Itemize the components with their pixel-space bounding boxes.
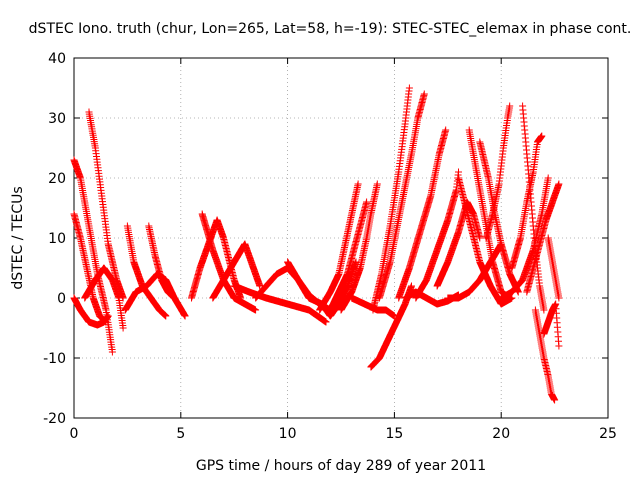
arc-markers: [337, 180, 381, 314]
y-tick-label: 10: [48, 231, 66, 247]
arc-markers: [70, 156, 116, 356]
arc-markers: [326, 198, 371, 314]
grid-lines: [74, 58, 608, 418]
x-tick-label: 0: [70, 426, 79, 442]
data-arc: [337, 180, 381, 314]
data-arc: [209, 240, 264, 302]
y-tick-label: 20: [48, 171, 66, 187]
arc-markers: [316, 180, 362, 314]
data-arc: [85, 108, 127, 302]
data-arc: [412, 168, 462, 302]
arc-markers: [531, 306, 559, 404]
x-tick-label: 5: [176, 426, 185, 442]
arc-markers: [455, 174, 516, 308]
data-points: [70, 84, 563, 404]
arc-markers: [305, 258, 360, 320]
arc-markers: [81, 264, 127, 332]
data-arc: [305, 258, 360, 320]
arc-markers: [412, 168, 462, 302]
arc-markers: [369, 84, 413, 314]
x-tick-label: 25: [599, 426, 617, 442]
data-arc: [395, 126, 450, 302]
x-axis-title: GPS time / hours of day 289 of year 2011: [196, 458, 486, 474]
data-arc: [70, 294, 112, 329]
arc-markers: [508, 132, 546, 272]
arc-markers: [70, 294, 112, 329]
arc-markers: [540, 300, 563, 350]
data-arc: [544, 234, 563, 302]
data-arc: [497, 174, 552, 302]
arc-markers: [482, 102, 514, 242]
data-arc: [121, 270, 178, 314]
data-arc: [508, 132, 546, 272]
arc-markers: [121, 270, 178, 314]
y-tick-label: 40: [48, 51, 66, 67]
data-arc: [81, 264, 127, 332]
data-arc: [540, 300, 563, 350]
data-arc: [230, 282, 330, 326]
data-arc: [482, 102, 514, 242]
axis-ticks: 0 5 10 15 20 25 -20 -10 0 10 20 30 40: [43, 51, 617, 442]
data-arc: [316, 180, 362, 314]
data-arc: [145, 222, 189, 320]
arc-markers: [209, 240, 264, 302]
y-tick-label: 30: [48, 111, 66, 127]
arc-markers: [523, 180, 563, 296]
chart-title: dSTEC Iono. truth (chur, Lon=265, Lat=58…: [29, 21, 632, 37]
arc-markers: [375, 90, 428, 302]
data-arc: [369, 84, 413, 314]
x-tick-label: 15: [385, 426, 403, 442]
y-axis-title: dSTEC / TECUs: [10, 186, 26, 289]
arc-markers: [497, 174, 552, 302]
arc-markers: [544, 234, 563, 302]
data-arc: [375, 90, 428, 302]
y-tick-label: -10: [43, 351, 66, 367]
arc-markers: [145, 222, 189, 320]
x-tick-label: 20: [492, 426, 510, 442]
data-arc: [455, 174, 516, 308]
arc-markers: [85, 108, 127, 302]
arc-markers: [198, 210, 260, 314]
data-arc: [326, 198, 371, 314]
arc-markers: [230, 282, 330, 326]
data-arc: [523, 180, 563, 296]
x-tick-label: 10: [279, 426, 297, 442]
data-arc: [70, 156, 116, 356]
data-arc: [198, 210, 260, 314]
data-arc: [531, 306, 559, 404]
y-tick-label: -20: [43, 411, 66, 427]
y-tick-label: 0: [57, 291, 66, 307]
arc-markers: [395, 126, 450, 302]
